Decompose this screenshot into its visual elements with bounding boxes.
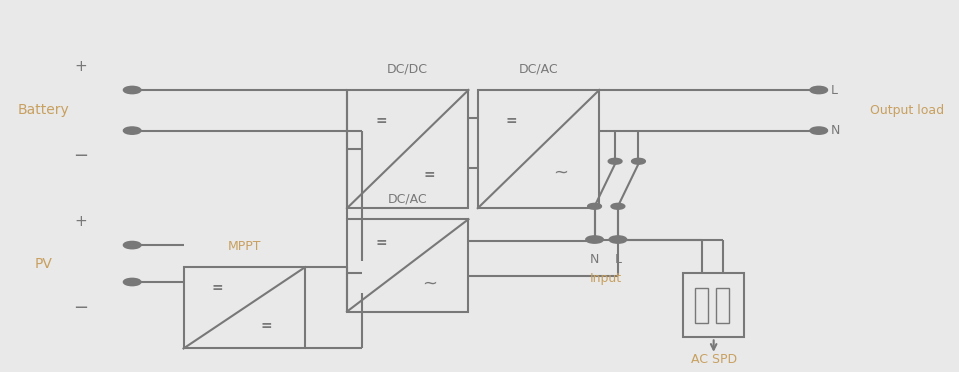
Circle shape [610, 236, 626, 243]
Text: ~: ~ [422, 275, 437, 293]
Text: +: + [75, 58, 87, 74]
Text: =: = [424, 168, 435, 182]
Bar [347, 90, 468, 208]
Bar [347, 219, 468, 311]
Circle shape [810, 87, 828, 93]
Circle shape [586, 236, 603, 243]
Text: =: = [506, 114, 518, 128]
Text: Output load: Output load [870, 104, 945, 117]
Bar [478, 90, 599, 208]
Text: DC/AC: DC/AC [519, 63, 558, 76]
Text: MPPT: MPPT [227, 240, 261, 253]
Text: −: − [73, 299, 88, 317]
Text: Battery: Battery [17, 103, 69, 117]
Text: =: = [375, 114, 386, 128]
Text: DC/AC: DC/AC [388, 192, 428, 205]
Circle shape [124, 87, 141, 93]
Text: =: = [375, 236, 386, 250]
Text: =: = [260, 319, 272, 333]
Circle shape [124, 279, 141, 285]
Text: PV: PV [35, 257, 53, 270]
Bar [695, 288, 708, 323]
Text: AC SPD: AC SPD [690, 353, 737, 366]
Text: L: L [830, 83, 838, 96]
Text: DC/DC: DC/DC [387, 63, 429, 76]
Text: −: − [73, 147, 88, 166]
Circle shape [632, 159, 645, 164]
Circle shape [124, 127, 141, 134]
Text: +: + [75, 214, 87, 228]
Bar [183, 267, 305, 349]
Bar [716, 288, 730, 323]
Circle shape [588, 204, 601, 209]
Circle shape [810, 127, 828, 134]
Bar [684, 273, 744, 337]
Text: =: = [212, 281, 223, 295]
Text: Input: Input [590, 272, 622, 285]
Text: N: N [590, 253, 599, 266]
Circle shape [609, 159, 621, 164]
Text: L: L [615, 253, 621, 266]
Circle shape [124, 242, 141, 248]
Text: ~: ~ [553, 164, 568, 182]
Circle shape [612, 204, 624, 209]
Text: N: N [830, 124, 840, 137]
